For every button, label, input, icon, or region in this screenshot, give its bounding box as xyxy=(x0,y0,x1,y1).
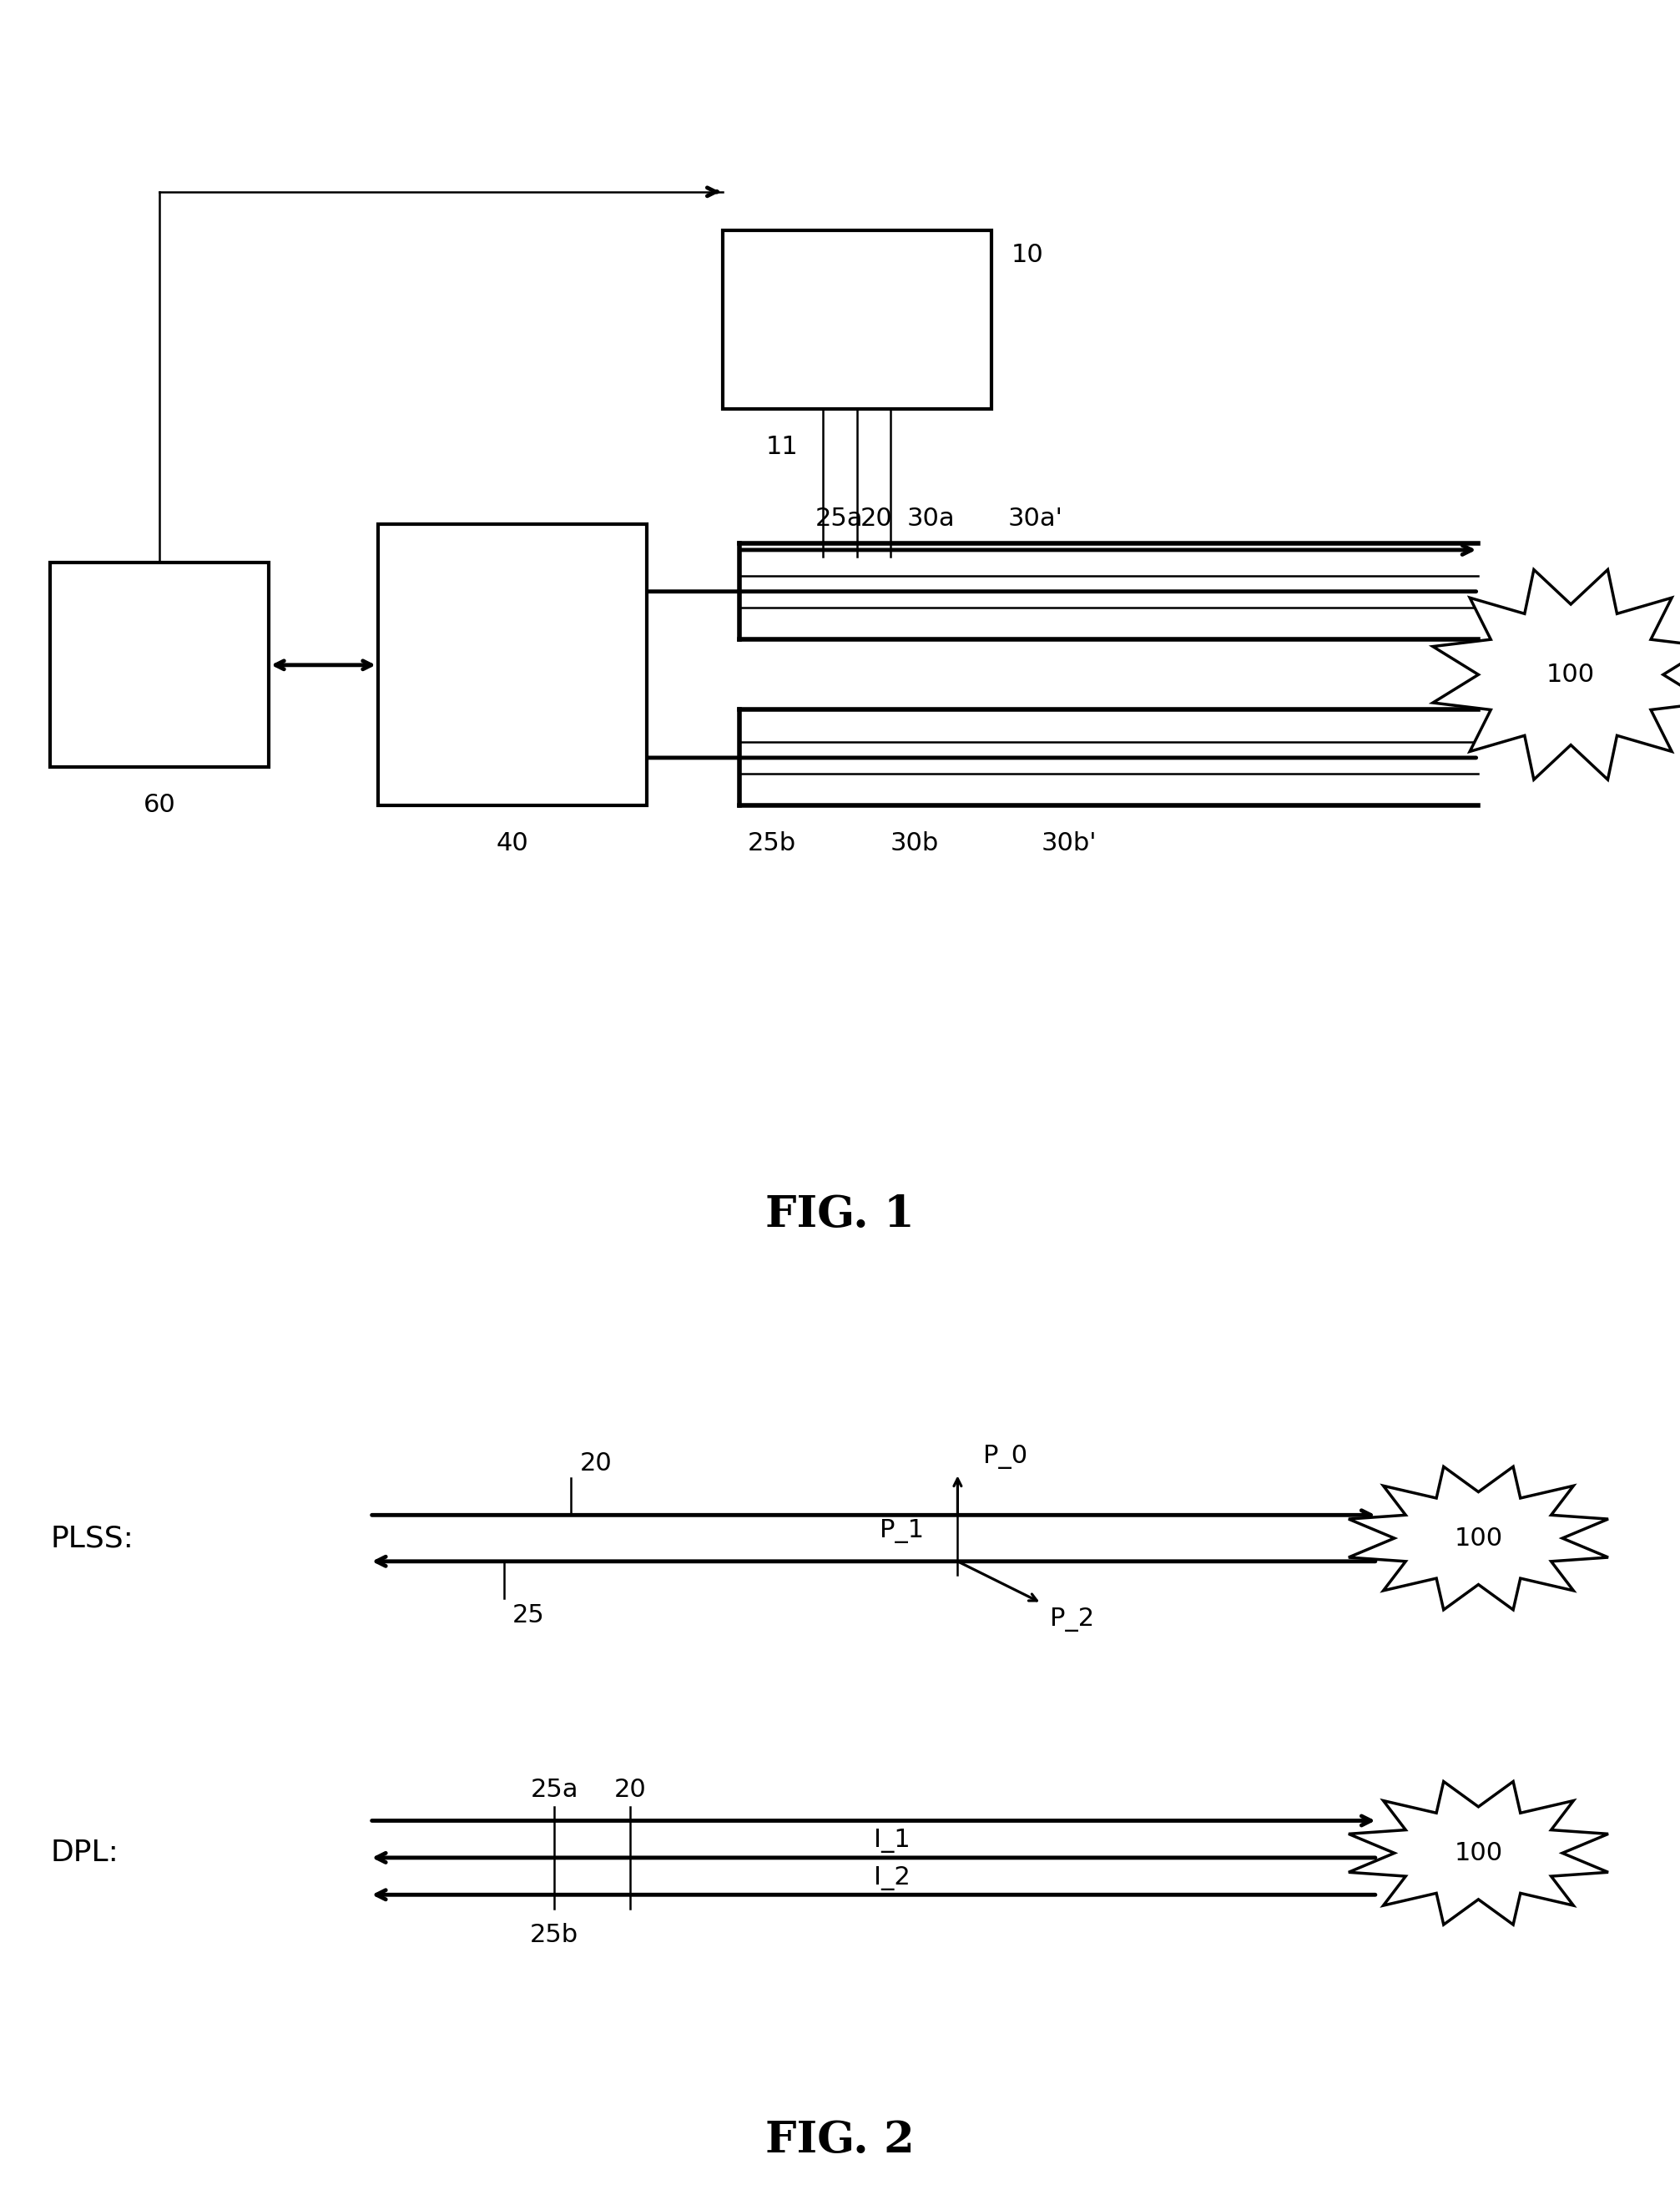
Text: 30a: 30a xyxy=(907,507,956,531)
Text: P_0: P_0 xyxy=(983,1444,1026,1469)
Text: 30b': 30b' xyxy=(1042,831,1097,856)
Bar xyxy=(722,229,991,410)
Text: 10: 10 xyxy=(1011,243,1043,267)
Text: C: C xyxy=(151,677,168,701)
Text: 20: 20 xyxy=(580,1451,612,1475)
Text: 40: 40 xyxy=(496,831,529,856)
Text: 25: 25 xyxy=(512,1603,544,1627)
Text: 30a': 30a' xyxy=(1008,507,1063,531)
Text: P_2: P_2 xyxy=(491,613,534,637)
Text: DPL:: DPL: xyxy=(50,1839,119,1868)
Polygon shape xyxy=(1349,1782,1608,1925)
Text: 25a: 25a xyxy=(815,507,864,531)
Text: I_1: I_1 xyxy=(874,1828,911,1852)
Text: 100: 100 xyxy=(1455,1841,1502,1865)
Text: P_1: P_1 xyxy=(880,1519,924,1544)
Text: 100: 100 xyxy=(1547,662,1594,686)
Polygon shape xyxy=(1433,569,1680,781)
Text: FIG. 1: FIG. 1 xyxy=(766,1193,914,1237)
Text: I_2: I_2 xyxy=(494,741,531,765)
Text: P_2: P_2 xyxy=(1050,1607,1094,1632)
Text: 25a: 25a xyxy=(531,1777,578,1801)
Text: 25b: 25b xyxy=(748,831,796,856)
Text: f, g: f, g xyxy=(139,609,180,631)
Text: 100: 100 xyxy=(1455,1526,1502,1550)
Text: 20: 20 xyxy=(860,507,892,531)
Text: 30b: 30b xyxy=(890,831,939,856)
Text: PLSS:: PLSS: xyxy=(50,1524,134,1552)
Bar xyxy=(50,562,269,767)
Polygon shape xyxy=(1349,1466,1608,1610)
Text: 20: 20 xyxy=(613,1777,647,1801)
Text: 11: 11 xyxy=(766,434,798,459)
Bar xyxy=(378,525,647,805)
Text: I_2: I_2 xyxy=(874,1865,911,1890)
Text: 25b: 25b xyxy=(531,1923,578,1947)
Text: FIG. 2: FIG. 2 xyxy=(766,2119,914,2161)
Text: I_1: I_1 xyxy=(494,666,531,690)
Text: P_1: P_1 xyxy=(491,562,534,587)
Text: 60: 60 xyxy=(143,794,176,818)
